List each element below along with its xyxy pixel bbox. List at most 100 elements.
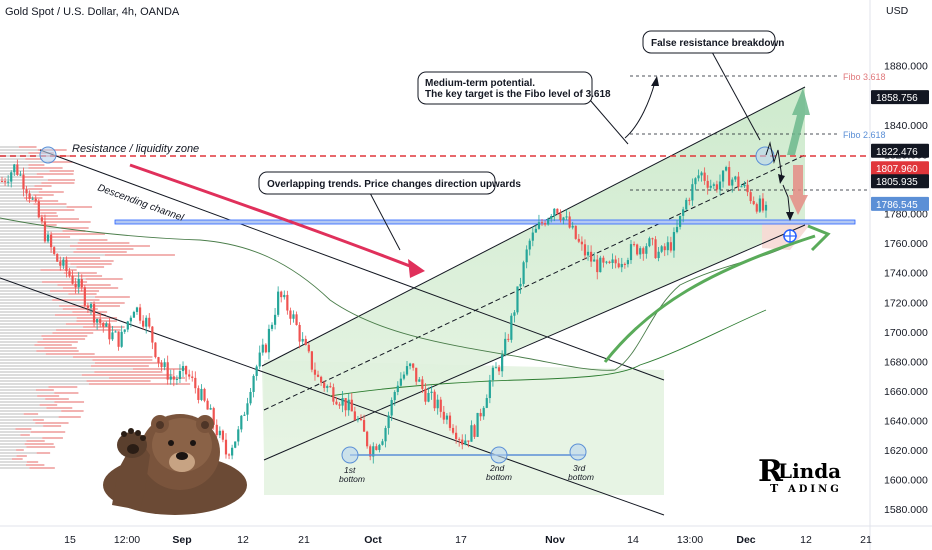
x-tick-label: Nov [545, 534, 565, 546]
candle-body [56, 253, 59, 262]
candle-body [516, 286, 519, 313]
volume-bar-sell [49, 170, 74, 172]
y-tick-label: 1780.000 [884, 209, 928, 221]
volume-bar-sell [104, 254, 175, 256]
medium-callout-line1: Medium-term potential. [425, 78, 535, 89]
bottom-1-marker[interactable] [341, 446, 359, 464]
candle-body [709, 185, 712, 188]
volume-bar-sell [83, 326, 125, 328]
volume-bar-neutral [0, 197, 24, 199]
candle-body [83, 287, 86, 306]
volume-bar-neutral [0, 368, 133, 370]
candle-body [396, 385, 399, 392]
x-tick-label: Sep [172, 534, 191, 546]
volume-bar-sell [36, 350, 79, 352]
candle-body [326, 386, 329, 388]
candle-body [240, 415, 243, 430]
volume-bar-sell [43, 218, 79, 220]
price-labels: 1858.756 1822.476 1807.960 1805.935 1786.545 [871, 90, 929, 211]
candle-body [565, 216, 568, 218]
candle-body [194, 377, 197, 389]
crosshair-icon[interactable] [783, 229, 797, 243]
volume-bar-sell [41, 224, 57, 226]
bottom-2-marker[interactable] [490, 446, 508, 464]
candle-body [221, 430, 225, 440]
volume-bar-sell [26, 200, 59, 202]
candle-body [586, 251, 590, 256]
candle-body [19, 174, 22, 176]
candle-body [283, 294, 286, 298]
bottom-2-label-b: bottom [486, 472, 512, 482]
volume-bar-neutral [0, 338, 43, 340]
candle-body [427, 392, 430, 402]
volume-bar-sell [16, 455, 27, 457]
volume-bar-sell [37, 215, 58, 217]
candle-body [697, 175, 700, 179]
brand-name: Linda [778, 459, 841, 483]
volume-bar-sell [36, 452, 51, 454]
volume-bar-neutral [0, 419, 33, 421]
volume-bar-neutral [0, 380, 87, 382]
candle-body [89, 304, 93, 308]
candle-body [617, 263, 620, 268]
volume-bar-neutral [0, 296, 95, 298]
candle-body [258, 352, 261, 367]
candle-body [123, 329, 126, 332]
volume-bar-neutral [0, 374, 82, 376]
volume-bar-sell [52, 332, 94, 334]
candle-body [200, 388, 203, 400]
candle-body [117, 331, 120, 347]
candle-body [614, 259, 617, 264]
volume-bar-sell [28, 167, 63, 169]
candle-body [378, 444, 381, 450]
volume-bar-sell [59, 260, 114, 262]
candle-body [102, 322, 105, 327]
volume-bar-sell [39, 404, 58, 406]
candle-body [163, 362, 166, 368]
candle-body [267, 328, 271, 353]
volume-bar-neutral [0, 269, 41, 271]
volume-bar-sell [36, 173, 74, 175]
time-axis[interactable]: 15 12:00 Sep 12 21 Oct 17 Nov 14 13:00 Dec 12 21 [64, 534, 872, 546]
candle-body [405, 366, 409, 375]
candle-body [488, 380, 491, 399]
volume-bar-neutral [0, 317, 77, 319]
candle-body [344, 398, 347, 411]
red-curved-arrow [129, 163, 416, 270]
candle-body [40, 217, 43, 222]
candle-body [550, 216, 553, 219]
candle-body [629, 244, 633, 261]
volume-bar-neutral [0, 206, 67, 208]
candle-body [620, 263, 623, 268]
volume-bar-neutral [0, 350, 37, 352]
volume-bar-neutral [0, 398, 46, 400]
x-tick-label: 21 [298, 534, 310, 546]
candle-body [347, 399, 350, 411]
candle-body [313, 369, 317, 375]
bottom-3-marker[interactable] [569, 443, 587, 461]
candle-body [461, 439, 464, 445]
candle-body [166, 362, 169, 380]
candle-body [482, 407, 485, 417]
candle-body [129, 317, 132, 322]
volume-bar-sell [72, 311, 108, 313]
candle-body [718, 181, 722, 190]
candle-body [366, 431, 369, 447]
candle-body [663, 246, 666, 251]
candle-body [706, 180, 709, 188]
resistance-touch-marker[interactable] [39, 146, 57, 164]
candle-body [37, 201, 40, 218]
candle-body [467, 440, 470, 442]
volume-bar-sell [42, 281, 88, 283]
volume-bar-sell [61, 227, 89, 229]
volume-bar-sell [59, 305, 120, 307]
brand-sub-t: T [770, 482, 779, 495]
false-breakout-marker[interactable] [755, 146, 775, 166]
candle-body [203, 388, 206, 401]
candle-body [74, 283, 77, 288]
candle-body [28, 193, 31, 199]
bottom-3-label-a: 3rd [573, 463, 586, 473]
volume-bar-sell [33, 194, 54, 196]
y-tick-label: 1760.000 [884, 238, 928, 250]
